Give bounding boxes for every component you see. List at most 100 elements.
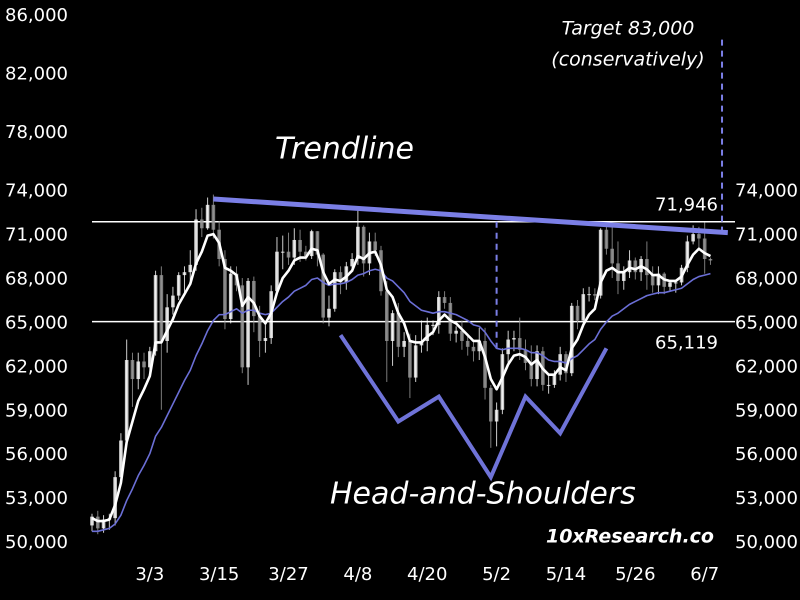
candle-body (413, 345, 418, 378)
candle-body (656, 273, 661, 286)
candle-body (558, 354, 562, 375)
trendline-label: Trendline (275, 132, 414, 167)
candle-body (384, 291, 389, 341)
y-tick-label: 59,000 (5, 400, 68, 421)
candle-body (228, 273, 233, 320)
candle-body (512, 338, 516, 340)
candle-body (252, 280, 256, 317)
candle-body (298, 239, 302, 252)
candle-body (361, 226, 366, 264)
y2-tick-label: 65,000 (735, 312, 798, 333)
reference-label: 65,119 (655, 333, 718, 354)
candle-body (165, 307, 169, 341)
x-tick-label: 5/2 (482, 564, 511, 585)
candle-body (598, 229, 603, 296)
moving-average (91, 232, 712, 523)
candle-body (130, 360, 135, 380)
candle-body (448, 302, 453, 334)
candle-body (124, 360, 129, 441)
y-tick-label: 82,000 (5, 64, 68, 85)
candle-body (390, 313, 395, 341)
candle-body (610, 248, 614, 264)
y2-tick-label: 74,000 (735, 181, 798, 202)
x-tick-label: 4/20 (407, 564, 447, 585)
candle-body (621, 272, 626, 281)
candle-body (240, 285, 245, 368)
y-tick-label: 62,000 (5, 356, 68, 377)
candle-body (708, 259, 713, 261)
y2-tick-label: 59,000 (735, 400, 798, 421)
y-tick-label: 71,000 (5, 225, 68, 246)
y-tick-label: 65,000 (5, 312, 68, 333)
candle-body (263, 338, 268, 341)
candle-body (535, 351, 539, 380)
candle-body (257, 316, 262, 341)
candle-body (691, 234, 695, 242)
y-tick-label: 56,000 (5, 444, 68, 465)
candle-body (142, 361, 146, 368)
candle-body (702, 238, 707, 260)
candle-body (119, 440, 123, 478)
candle-body (321, 254, 325, 318)
moving-average (92, 268, 711, 533)
head-and-shoulders (338, 334, 609, 482)
candle-body (645, 259, 649, 276)
candle-body (327, 308, 331, 318)
candle-body (587, 294, 591, 296)
candle-body (506, 339, 510, 355)
candle-body (673, 282, 678, 284)
candle-body (350, 259, 354, 267)
y2-tick-label: 62,000 (735, 356, 798, 377)
candle-body (136, 361, 141, 380)
candle-body (494, 409, 499, 422)
candle-body (205, 204, 210, 229)
candle-body (529, 362, 534, 380)
candle-body (309, 231, 314, 257)
candle-body (408, 340, 412, 378)
y2-tick-label: 71,000 (735, 225, 798, 246)
candle-body (338, 272, 343, 283)
candle-body (685, 241, 690, 268)
y-tick-label: 53,000 (5, 488, 68, 509)
candle-body (373, 241, 378, 251)
trendline (213, 196, 728, 236)
candle-body (546, 384, 551, 386)
candle-body (593, 294, 597, 296)
candle-body (315, 231, 320, 255)
candle-body (159, 275, 164, 341)
candle-body (581, 294, 586, 321)
x-tick-label: 3/27 (268, 564, 308, 585)
target-note: (conservatively) (551, 49, 704, 71)
candle-body (101, 519, 106, 529)
candle-body (604, 229, 609, 249)
candle-body (344, 266, 349, 283)
candle-body (650, 275, 655, 286)
candle-body (668, 282, 672, 287)
candle-body (356, 226, 360, 260)
candle-body (95, 516, 100, 529)
candle-body (275, 251, 279, 292)
candle-body (280, 251, 285, 253)
candle-body (304, 251, 308, 257)
candle-body (627, 260, 632, 273)
candle-body (477, 340, 482, 352)
y2-tick-label: 53,000 (735, 488, 798, 509)
candle-body (552, 374, 557, 385)
candle-body (633, 260, 638, 273)
candle-body (489, 387, 493, 422)
candle-body (697, 234, 701, 239)
candle-body (396, 313, 401, 347)
candle-body (569, 305, 574, 374)
y2-tick-label: 68,000 (735, 269, 798, 290)
y-tick-label: 50,000 (5, 532, 68, 553)
candle-body (575, 305, 580, 321)
candle-body (211, 204, 216, 230)
y-tick-label: 68,000 (5, 269, 68, 290)
x-tick-label: 4/8 (343, 564, 372, 585)
pattern-label: Head-and-Shoulders (330, 477, 636, 512)
candle-body (442, 297, 447, 303)
candle-body (425, 324, 430, 341)
candle-body (402, 340, 406, 347)
